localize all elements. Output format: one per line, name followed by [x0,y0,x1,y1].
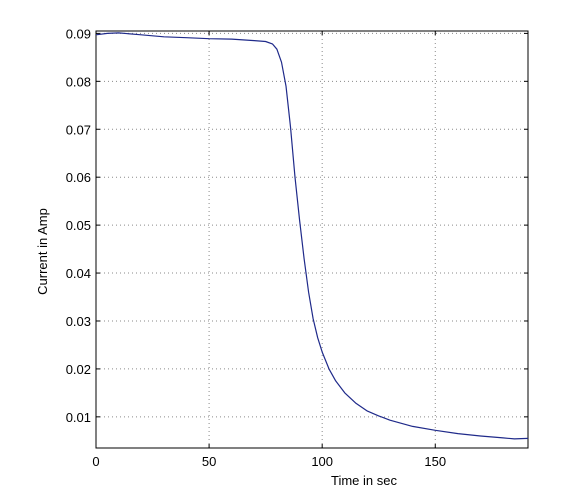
y-tick-label: 0.09 [66,26,91,41]
x-tick-label: 100 [311,454,333,469]
x-tick-label: 150 [424,454,446,469]
y-tick-label: 0.04 [66,266,91,281]
plot-area-frame [95,30,529,449]
y-tick-label: 0.01 [66,410,91,425]
y-tick-label: 0.08 [66,74,91,89]
grid-lines [96,31,528,448]
series-layer [95,32,529,440]
y-tick-label: 0.07 [66,122,91,137]
x-tick-label: 50 [202,454,216,469]
y-tick-label: 0.05 [66,218,91,233]
y-tick-label: 0.02 [66,362,91,377]
x-tick-label: 0 [92,454,99,469]
current-series-line [95,32,529,440]
y-tick-label: 0.06 [66,170,91,185]
y-tick-label: 0.03 [66,314,91,329]
axis-ticks: 0 50 100 150 0.01 0.02 0.03 0.04 0.05 0.06 0.07 0.0… [66,26,528,469]
x-axis-label: Time in sec [331,473,397,488]
y-axis-label: Current in Amp [35,208,50,295]
